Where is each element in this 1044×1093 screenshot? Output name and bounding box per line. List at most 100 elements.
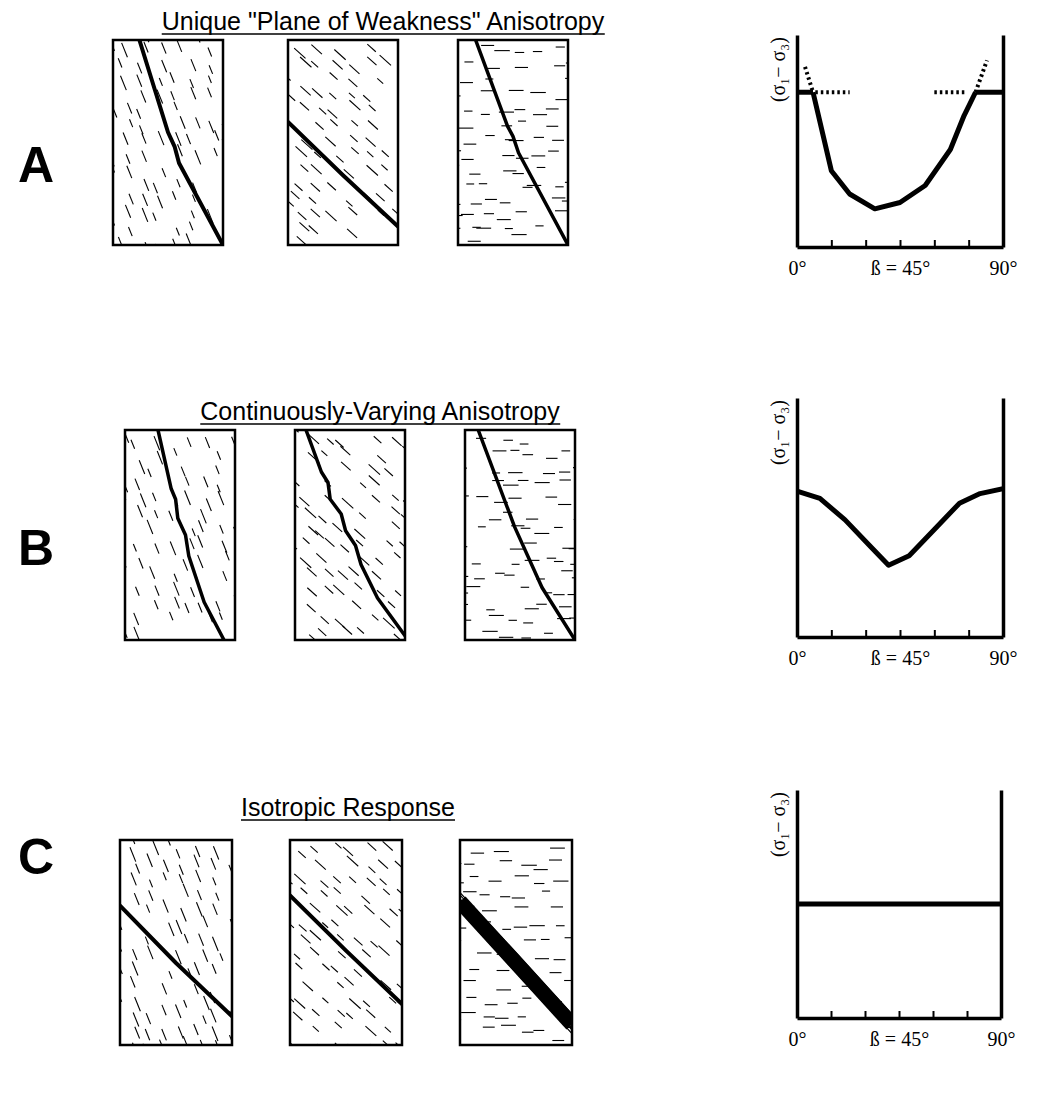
x-tick-mark — [865, 1011, 867, 1018]
foliation-mark — [131, 872, 136, 885]
foliation-mark — [505, 228, 513, 229]
foliation-mark — [198, 535, 203, 547]
foliation-mark — [325, 586, 333, 594]
foliation-mark — [327, 439, 334, 445]
foliation-mark — [514, 109, 525, 110]
foliation-mark — [310, 846, 317, 853]
x-tick-label: ß = 45° — [871, 647, 930, 669]
foliation-mark — [381, 165, 387, 171]
foliation-mark — [348, 207, 357, 215]
foliation-mark — [525, 560, 540, 561]
y-axis — [797, 791, 798, 1019]
foliation-mark — [509, 90, 524, 91]
foliation-mark — [195, 846, 199, 857]
foliation-mark — [196, 870, 201, 882]
foliation-mark — [300, 558, 311, 568]
foliation-mark — [392, 522, 400, 529]
foliation-mark — [501, 1025, 516, 1026]
foliation-mark — [534, 137, 544, 138]
foliation-mark — [515, 52, 524, 53]
foliation-mark — [363, 95, 370, 101]
foliation-mark — [130, 847, 136, 861]
foliation-mark — [196, 117, 200, 128]
foliation-mark — [367, 878, 376, 886]
x-tick — [934, 630, 935, 637]
foliation-mark — [296, 146, 307, 156]
foliation-mark — [213, 904, 218, 915]
foliation-mark — [464, 864, 474, 865]
foliation-mark — [521, 865, 537, 866]
foliation-mark — [172, 191, 175, 199]
foliation-mark — [516, 211, 527, 212]
foliation-mark — [198, 603, 202, 613]
foliation-mark — [180, 116, 185, 129]
foliation-mark — [315, 122, 323, 129]
foliation-mark — [515, 875, 529, 876]
foliation-mark — [330, 73, 338, 80]
foliation-mark — [303, 982, 313, 991]
foliation-mark — [139, 460, 145, 474]
plot-area — [797, 60, 1003, 208]
foliation-mark — [293, 1012, 302, 1020]
foliation-mark — [489, 881, 502, 882]
foliation-mark — [296, 963, 303, 969]
foliation-mark — [383, 889, 390, 895]
fracture — [120, 906, 232, 1017]
y-axis-title: (σ₁− σ₃) — [767, 400, 790, 465]
panel-title: Unique "Plane of Weakness" Anisotropy — [162, 7, 605, 35]
foliation-mark — [388, 602, 395, 608]
foliation-mark — [500, 860, 512, 861]
foliation-mark — [466, 997, 476, 998]
foliation-mark — [169, 923, 174, 936]
foliation-mark — [382, 150, 389, 156]
foliation-mark — [134, 893, 139, 905]
foliation-mark — [145, 1029, 149, 1040]
foliation-mark — [521, 587, 529, 588]
foliation-mark — [461, 159, 473, 160]
shear-band-edge — [460, 898, 572, 1021]
figure-svg: AUnique "Plane of Weakness" Anisotropy0°… — [0, 0, 1044, 1093]
foliation-mark — [311, 61, 318, 67]
x-tick-mark — [831, 1011, 833, 1018]
foliation-mark — [215, 130, 219, 140]
x-tick — [934, 240, 935, 247]
x-tick: 0° — [789, 630, 807, 669]
foliation-mark — [213, 846, 218, 859]
y-axis — [797, 399, 798, 638]
foliation-mark — [150, 566, 155, 578]
foliation-mark — [134, 627, 139, 640]
foliation-mark — [139, 125, 143, 134]
foliation-mark — [158, 196, 163, 208]
plot-area — [797, 489, 1003, 565]
foliation-mark — [220, 525, 223, 534]
specimen-background — [465, 430, 575, 640]
foliation-mark — [533, 51, 542, 52]
foliation-mark — [174, 102, 177, 110]
foliation-mark — [208, 76, 211, 83]
foliation-mark — [204, 996, 210, 1010]
foliation-mark — [149, 880, 152, 888]
foliation-mark — [205, 437, 209, 448]
x-tick-mark — [1001, 1011, 1003, 1018]
foliation-mark — [372, 615, 378, 621]
foliation-mark — [136, 864, 140, 874]
shear-band-edge — [460, 911, 572, 1034]
right-frame-line — [1002, 36, 1006, 248]
shear-band-edge — [461, 905, 572, 1028]
specimen-background — [125, 430, 235, 640]
foliation-mark — [522, 454, 533, 455]
foliation-mark — [335, 440, 343, 448]
foliation-mark — [155, 510, 158, 518]
foliation-mark — [162, 60, 167, 72]
x-tick-label: 0° — [789, 257, 807, 279]
foliation-mark — [512, 173, 523, 174]
foliation-mark — [203, 916, 208, 927]
foliation-mark — [320, 881, 328, 888]
x-tick-mark — [968, 630, 970, 637]
foliation-mark — [211, 1009, 217, 1023]
foliation-mark — [315, 860, 326, 870]
foliation-mark — [483, 1027, 495, 1028]
foliation-mark — [222, 541, 227, 553]
foliation-mark — [515, 67, 528, 68]
specimen-sketch — [295, 430, 405, 640]
